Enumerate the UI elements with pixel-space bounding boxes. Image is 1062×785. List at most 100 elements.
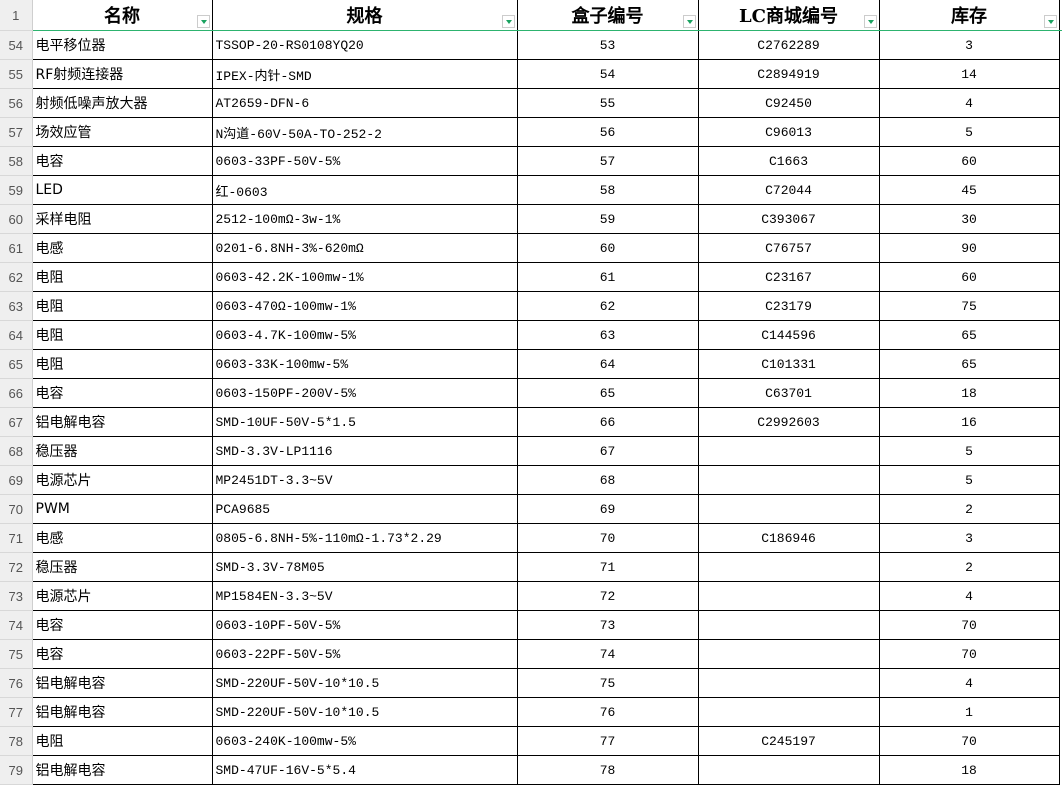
- cell-lc[interactable]: C2992603: [697, 407, 880, 437]
- cell-spec[interactable]: SMD-3.3V-LP1116: [211, 436, 518, 466]
- cell-lc[interactable]: C23167: [697, 262, 880, 292]
- cell-stock[interactable]: 70: [878, 726, 1060, 756]
- cell-box[interactable]: 78: [516, 755, 699, 785]
- cell-spec[interactable]: SMD-220UF-50V-10*10.5: [211, 668, 518, 698]
- cell-spec[interactable]: SMD-47UF-16V-5*5.4: [211, 755, 518, 785]
- cell-name[interactable]: 铝电解电容: [31, 755, 213, 785]
- cell-box[interactable]: 55: [516, 88, 699, 118]
- row-header[interactable]: 73: [0, 581, 33, 611]
- cell-name[interactable]: 电源芯片: [31, 465, 213, 495]
- cell-stock[interactable]: 4: [878, 581, 1060, 611]
- cell-spec[interactable]: TSSOP-20-RS0108YQ20: [211, 30, 518, 60]
- cell-lc[interactable]: C2894919: [697, 59, 880, 89]
- cell-box[interactable]: 74: [516, 639, 699, 669]
- cell-name[interactable]: 电容: [31, 378, 213, 408]
- cell-stock[interactable]: 16: [878, 407, 1060, 437]
- row-header[interactable]: 54: [0, 30, 33, 60]
- cell-spec[interactable]: 2512-100mΩ-3w-1%: [211, 204, 518, 234]
- cell-lc[interactable]: C186946: [697, 523, 880, 553]
- cell-box[interactable]: 56: [516, 117, 699, 147]
- cell-name[interactable]: PWM: [31, 494, 213, 524]
- cell-stock[interactable]: 5: [878, 436, 1060, 466]
- row-header[interactable]: 62: [0, 262, 33, 292]
- cell-box[interactable]: 76: [516, 697, 699, 727]
- cell-lc[interactable]: [697, 494, 880, 524]
- column-header-lc[interactable]: LC商城编号: [698, 0, 880, 31]
- row-header[interactable]: 68: [0, 436, 33, 466]
- cell-lc[interactable]: C101331: [697, 349, 880, 379]
- column-header-spec[interactable]: 规格: [212, 0, 518, 31]
- cell-stock[interactable]: 4: [878, 668, 1060, 698]
- row-header[interactable]: 76: [0, 668, 33, 698]
- cell-lc[interactable]: [697, 436, 880, 466]
- cell-lc[interactable]: [697, 552, 880, 582]
- filter-dropdown-icon[interactable]: [682, 15, 696, 28]
- row-header[interactable]: 59: [0, 175, 33, 205]
- cell-stock[interactable]: 70: [878, 610, 1060, 640]
- cell-lc[interactable]: [697, 639, 880, 669]
- cell-spec[interactable]: SMD-220UF-50V-10*10.5: [211, 697, 518, 727]
- cell-lc[interactable]: C63701: [697, 378, 880, 408]
- row-header[interactable]: 64: [0, 320, 33, 350]
- cell-spec[interactable]: 0603-22PF-50V-5%: [211, 639, 518, 669]
- row-header[interactable]: 65: [0, 349, 33, 379]
- cell-spec[interactable]: 0603-42.2K-100mw-1%: [211, 262, 518, 292]
- cell-stock[interactable]: 2: [878, 552, 1060, 582]
- cell-spec[interactable]: PCA9685: [211, 494, 518, 524]
- cell-name[interactable]: RF射频连接器: [31, 59, 213, 89]
- row-header[interactable]: 67: [0, 407, 33, 437]
- cell-spec[interactable]: SMD-3.3V-78M05: [211, 552, 518, 582]
- cell-lc[interactable]: [697, 610, 880, 640]
- cell-lc[interactable]: [697, 465, 880, 495]
- cell-stock[interactable]: 18: [878, 755, 1060, 785]
- filter-dropdown-icon[interactable]: [196, 15, 210, 28]
- cell-stock[interactable]: 65: [878, 349, 1060, 379]
- cell-stock[interactable]: 70: [878, 639, 1060, 669]
- row-header[interactable]: 70: [0, 494, 33, 524]
- cell-lc[interactable]: [697, 755, 880, 785]
- row-header[interactable]: 61: [0, 233, 33, 263]
- cell-name[interactable]: 稳压器: [31, 436, 213, 466]
- cell-box[interactable]: 60: [516, 233, 699, 263]
- cell-spec[interactable]: 0603-240K-100mw-5%: [211, 726, 518, 756]
- cell-name[interactable]: 电源芯片: [31, 581, 213, 611]
- cell-stock[interactable]: 90: [878, 233, 1060, 263]
- cell-spec[interactable]: MP2451DT-3.3~5V: [211, 465, 518, 495]
- row-header[interactable]: 55: [0, 59, 33, 89]
- row-header[interactable]: 77: [0, 697, 33, 727]
- cell-name[interactable]: 采样电阻: [31, 204, 213, 234]
- cell-name[interactable]: 电容: [31, 639, 213, 669]
- cell-lc[interactable]: C2762289: [697, 30, 880, 60]
- cell-spec[interactable]: 红-0603: [211, 175, 518, 205]
- cell-stock[interactable]: 5: [878, 465, 1060, 495]
- cell-name[interactable]: 铝电解电容: [31, 407, 213, 437]
- cell-name[interactable]: 电阻: [31, 726, 213, 756]
- cell-stock[interactable]: 60: [878, 262, 1060, 292]
- cell-box[interactable]: 58: [516, 175, 699, 205]
- cell-lc[interactable]: C76757: [697, 233, 880, 263]
- cell-stock[interactable]: 75: [878, 291, 1060, 321]
- cell-spec[interactable]: 0201-6.8NH-3%-620mΩ: [211, 233, 518, 263]
- cell-spec[interactable]: 0603-33K-100mw-5%: [211, 349, 518, 379]
- cell-stock[interactable]: 30: [878, 204, 1060, 234]
- cell-stock[interactable]: 18: [878, 378, 1060, 408]
- cell-lc[interactable]: C23179: [697, 291, 880, 321]
- cell-box[interactable]: 62: [516, 291, 699, 321]
- cell-stock[interactable]: 65: [878, 320, 1060, 350]
- cell-name[interactable]: 电容: [31, 146, 213, 176]
- row-header[interactable]: 58: [0, 146, 33, 176]
- filter-dropdown-icon[interactable]: [863, 15, 877, 28]
- column-header-stock[interactable]: 库存: [879, 0, 1060, 31]
- row-header[interactable]: 74: [0, 610, 33, 640]
- row-header[interactable]: 66: [0, 378, 33, 408]
- cell-box[interactable]: 72: [516, 581, 699, 611]
- row-header[interactable]: 56: [0, 88, 33, 118]
- cell-box[interactable]: 66: [516, 407, 699, 437]
- cell-box[interactable]: 75: [516, 668, 699, 698]
- cell-name[interactable]: 电感: [31, 233, 213, 263]
- row-header[interactable]: 60: [0, 204, 33, 234]
- cell-spec[interactable]: 0603-150PF-200V-5%: [211, 378, 518, 408]
- cell-name[interactable]: 电容: [31, 610, 213, 640]
- column-header-name[interactable]: 名称: [32, 0, 213, 31]
- row-header[interactable]: 63: [0, 291, 33, 321]
